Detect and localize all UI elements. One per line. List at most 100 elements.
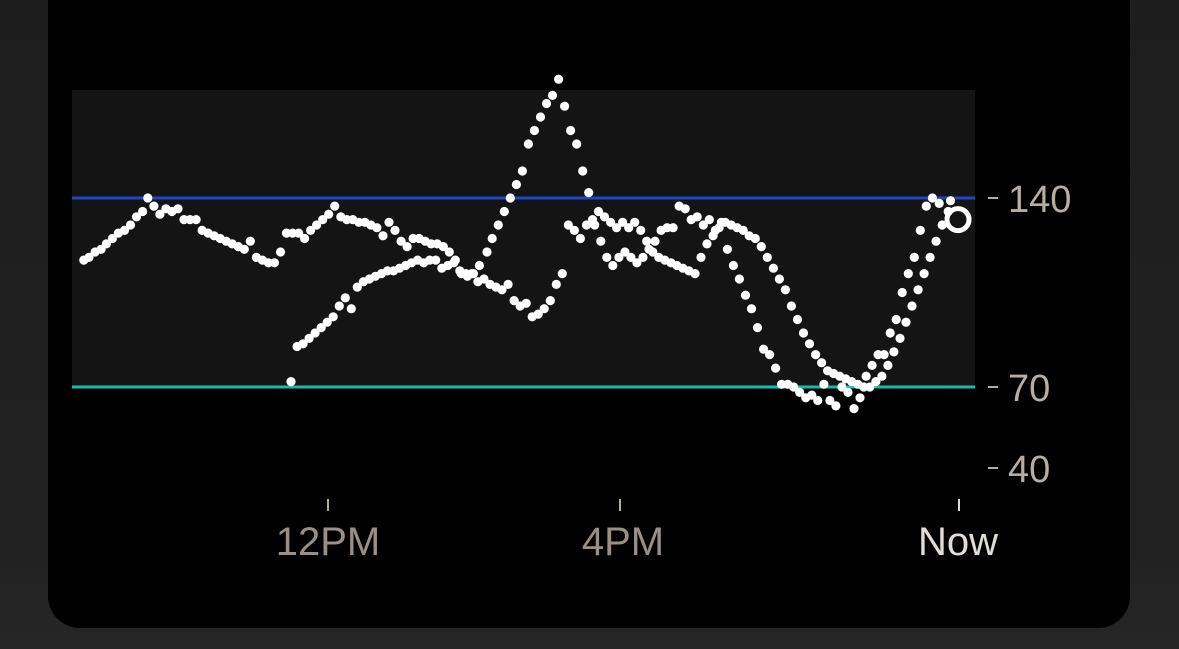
reading-point [786, 301, 797, 311]
reading-point [566, 125, 576, 136]
reading-point [879, 350, 889, 360]
reading-point [340, 293, 350, 303]
reading-point [889, 347, 899, 357]
x-tick-label-now: Now [918, 520, 998, 564]
reading-point [372, 223, 382, 233]
reading-point [798, 328, 809, 338]
reading-point [668, 223, 678, 233]
reading-point [474, 260, 484, 271]
reading-point [722, 244, 733, 254]
reading-point [173, 204, 183, 214]
reading-point [891, 314, 901, 325]
reading-point [612, 223, 622, 233]
reading-point [503, 279, 513, 289]
reading-point [734, 274, 745, 284]
reading-point [680, 204, 690, 214]
reading-point [584, 188, 594, 198]
reading-point [756, 242, 766, 252]
reading-point [449, 258, 459, 268]
reading-point [759, 344, 769, 354]
reading-point [119, 225, 130, 235]
reading-point [837, 382, 847, 392]
reading-point [438, 242, 448, 252]
reading-point [849, 404, 859, 414]
reading-point [269, 258, 279, 268]
reading-point [819, 379, 829, 389]
reading-point [509, 296, 519, 306]
reading-point [618, 217, 628, 227]
reading-point [482, 247, 492, 257]
reading-point [765, 350, 775, 360]
reading-point [626, 252, 636, 262]
reading-point [298, 339, 308, 349]
y-tick-label-70: 70 [1008, 368, 1050, 410]
reading-point [125, 220, 136, 230]
reading-point [895, 333, 905, 343]
reading-point [517, 166, 528, 176]
reading-point [294, 228, 304, 238]
reading-point [554, 74, 564, 84]
reading-point [795, 387, 805, 397]
reading-point [312, 220, 322, 230]
reading-point [239, 244, 249, 254]
reading-point [545, 296, 555, 306]
reading-point [431, 255, 441, 265]
reading-point [638, 252, 648, 262]
reading-point [692, 212, 702, 222]
reading-point [883, 360, 893, 370]
reading-point [915, 225, 925, 235]
reading-point [599, 212, 610, 222]
reading-point [402, 242, 412, 252]
reading-point [557, 269, 567, 279]
reading-point [131, 212, 142, 222]
reading-point [310, 328, 320, 338]
reading-point [931, 236, 941, 246]
reading-point [581, 220, 592, 230]
reading-point [780, 285, 791, 295]
reading-point [602, 252, 612, 262]
reading-point [587, 215, 598, 225]
reading-point [811, 350, 821, 360]
reading-point [774, 274, 785, 284]
reading-point [807, 390, 817, 400]
reading-point [921, 201, 931, 211]
current-reading-marker [944, 206, 972, 234]
reading-point [792, 314, 803, 325]
reading-point [275, 247, 286, 257]
reading-point [901, 317, 911, 327]
readings-points [79, 74, 956, 414]
reading-point [107, 233, 117, 244]
reading-point [630, 217, 640, 227]
reading-point [304, 333, 314, 343]
reading-point [813, 395, 823, 406]
y-tick-label-40: 40 [1008, 449, 1050, 491]
reading-point [690, 269, 700, 279]
reading-point [101, 239, 111, 249]
reading-point [804, 339, 815, 349]
reading-point [746, 304, 757, 314]
reading-point [614, 252, 624, 262]
reading-point [300, 233, 310, 244]
reading-point [521, 298, 531, 308]
reading-point [560, 101, 570, 111]
reading-point [352, 282, 362, 292]
reading-point [547, 90, 558, 100]
reading-point [855, 393, 865, 403]
reading-point [467, 269, 477, 279]
reading-point [865, 382, 875, 392]
reading-point [499, 206, 509, 217]
reading-point [728, 260, 739, 271]
reading-point [771, 363, 781, 373]
reading-point [903, 269, 913, 279]
reading-point [843, 387, 853, 397]
reading-point [937, 220, 947, 230]
reading-point [714, 223, 724, 233]
reading-point [825, 395, 835, 406]
reading-point [322, 317, 332, 327]
x-tick-label-12pm: 12PM [276, 520, 381, 564]
reading-point [384, 217, 394, 227]
reading-point [149, 201, 159, 211]
y-tick-label-140: 140 [1008, 179, 1071, 221]
reading-point [306, 225, 316, 235]
